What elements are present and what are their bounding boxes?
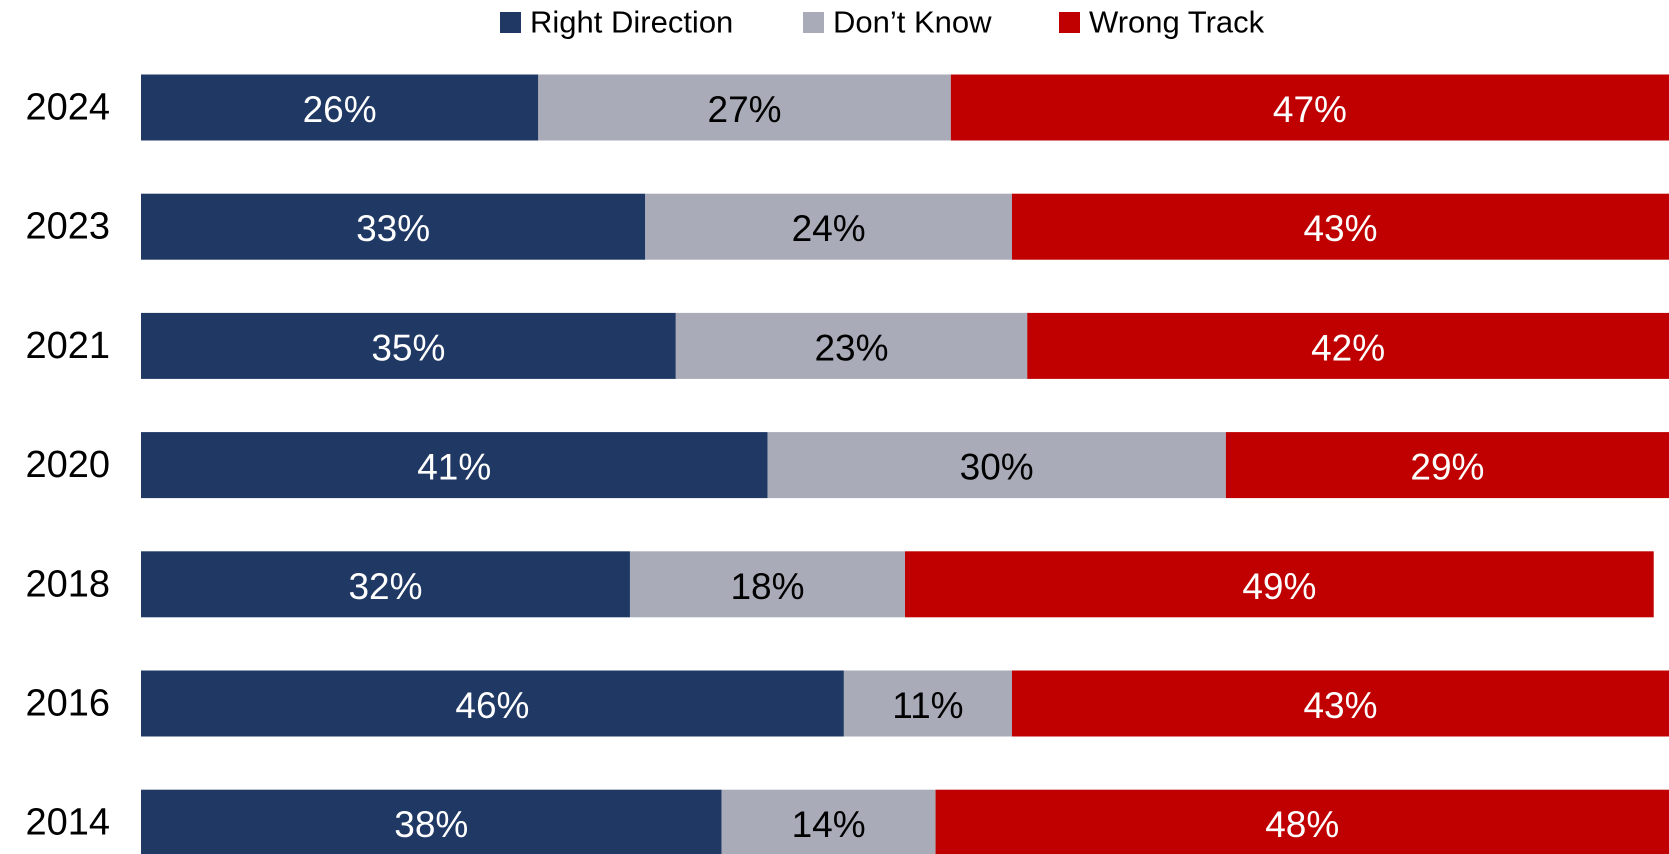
legend-swatch (1059, 12, 1080, 33)
bar-segment (721, 789, 936, 854)
y-tick-label: 2018 (25, 563, 110, 605)
data-label: 43% (1303, 208, 1377, 249)
data-label: 18% (730, 566, 804, 607)
bar-segment (645, 193, 1012, 260)
data-label: 41% (417, 447, 491, 488)
data-label: 29% (1410, 447, 1484, 488)
bar-segment (843, 670, 1012, 737)
bar-segment (1011, 193, 1669, 260)
data-label: 48% (1265, 804, 1339, 845)
bar-segment (141, 789, 722, 854)
data-label: 26% (303, 89, 377, 130)
data-label: 38% (394, 804, 468, 845)
y-tick-label: 2016 (25, 683, 110, 725)
bar-segment (1225, 432, 1669, 499)
bar-segment (905, 551, 1654, 618)
y-tick-label: 2023 (25, 206, 110, 248)
data-label: 42% (1311, 327, 1385, 368)
bar-segment (675, 312, 1028, 379)
bar-segment (767, 432, 1226, 499)
data-label: 33% (356, 208, 430, 249)
legend-label: Right Direction (530, 5, 733, 40)
data-label: 43% (1303, 685, 1377, 726)
bar-segment (141, 74, 539, 141)
bar-segment (141, 193, 646, 260)
data-label: 11% (892, 685, 963, 726)
bar-segment (629, 551, 905, 618)
data-label: 47% (1273, 89, 1347, 130)
legend-swatch (500, 12, 521, 33)
bar-segment (141, 551, 630, 618)
data-label: 14% (792, 804, 866, 845)
bar-segment (141, 432, 768, 499)
y-tick-label: 2021 (25, 325, 110, 367)
data-label: 35% (371, 327, 445, 368)
bar-segment (141, 312, 676, 379)
legend-label: Wrong Track (1089, 5, 1265, 40)
bar-segment (141, 670, 844, 737)
data-label: 49% (1242, 566, 1316, 607)
bar-segment (935, 789, 1669, 854)
data-label: 27% (708, 89, 782, 130)
y-tick-label: 2014 (25, 802, 110, 844)
data-label: 46% (455, 685, 529, 726)
bar-segment (1011, 670, 1669, 737)
y-tick-label: 2020 (25, 444, 110, 486)
data-label: 32% (348, 566, 422, 607)
bar-segment (950, 74, 1669, 141)
legend-label: Don’t Know (833, 5, 992, 40)
data-label: 30% (960, 447, 1034, 488)
legend-swatch (803, 12, 824, 33)
data-label: 23% (814, 327, 888, 368)
bar-segment (538, 74, 951, 141)
data-label: 24% (792, 208, 866, 249)
y-tick-label: 2024 (25, 87, 110, 129)
bar-segment (1027, 312, 1669, 379)
